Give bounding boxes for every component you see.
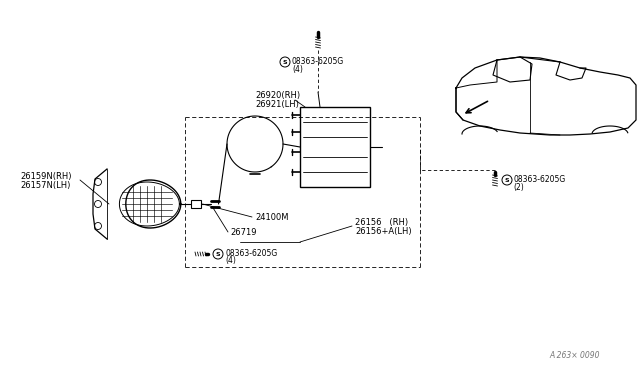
Bar xyxy=(300,107,370,187)
Text: 26920(RH): 26920(RH) xyxy=(255,90,300,99)
Text: (4): (4) xyxy=(292,64,303,74)
Text: A 263× 0090: A 263× 0090 xyxy=(550,351,600,360)
Text: 08363-6205G: 08363-6205G xyxy=(513,174,565,183)
Text: 26921(LH): 26921(LH) xyxy=(255,99,299,109)
Text: 26156+A(LH): 26156+A(LH) xyxy=(355,227,412,235)
Text: S: S xyxy=(505,177,509,183)
Text: 26719: 26719 xyxy=(230,228,257,237)
Text: S: S xyxy=(216,251,220,257)
Text: 26159N(RH): 26159N(RH) xyxy=(20,171,72,180)
Text: (4): (4) xyxy=(225,257,236,266)
Text: 08363-6205G: 08363-6205G xyxy=(225,248,277,257)
Text: 26156   (RH): 26156 (RH) xyxy=(355,218,408,227)
Bar xyxy=(191,200,200,208)
Text: S: S xyxy=(283,60,287,64)
Text: 08363-6205G: 08363-6205G xyxy=(292,57,344,65)
Text: (2): (2) xyxy=(513,183,524,192)
Text: 26157N(LH): 26157N(LH) xyxy=(20,180,70,189)
Text: 24100M: 24100M xyxy=(255,212,289,221)
